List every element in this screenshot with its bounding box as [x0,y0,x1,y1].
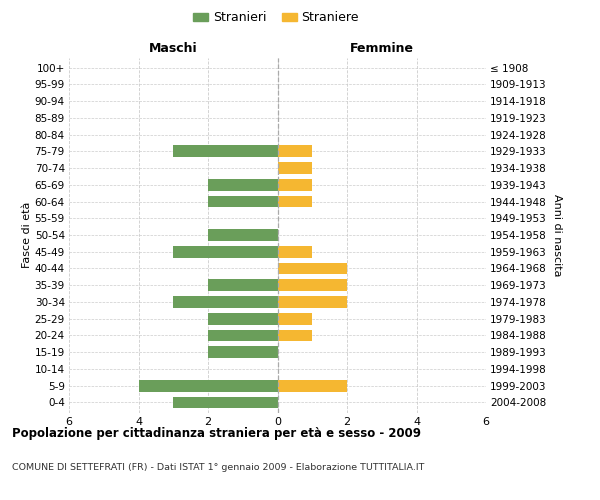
Text: Femmine: Femmine [350,42,414,55]
Bar [173,396,277,408]
Legend: Stranieri, Straniere: Stranieri, Straniere [188,6,364,29]
Bar [208,346,277,358]
Bar [277,179,312,190]
Bar [208,280,277,291]
Bar [208,229,277,241]
Bar [139,380,277,392]
Bar [277,162,312,174]
Bar [277,330,312,342]
Bar [173,296,277,308]
Y-axis label: Fasce di età: Fasce di età [22,202,32,268]
Bar [277,262,347,274]
Bar [277,296,347,308]
Text: Maschi: Maschi [149,42,197,55]
Bar [173,246,277,258]
Bar [208,330,277,342]
Bar [208,313,277,324]
Bar [208,179,277,190]
Bar [277,280,347,291]
Y-axis label: Anni di nascita: Anni di nascita [553,194,562,276]
Text: COMUNE DI SETTEFRATI (FR) - Dati ISTAT 1° gennaio 2009 - Elaborazione TUTTITALIA: COMUNE DI SETTEFRATI (FR) - Dati ISTAT 1… [12,462,424,471]
Text: Popolazione per cittadinanza straniera per età e sesso - 2009: Popolazione per cittadinanza straniera p… [12,428,421,440]
Bar [277,313,312,324]
Bar [173,146,277,157]
Bar [277,246,312,258]
Bar [208,196,277,207]
Bar [277,196,312,207]
Bar [277,146,312,157]
Bar [277,380,347,392]
